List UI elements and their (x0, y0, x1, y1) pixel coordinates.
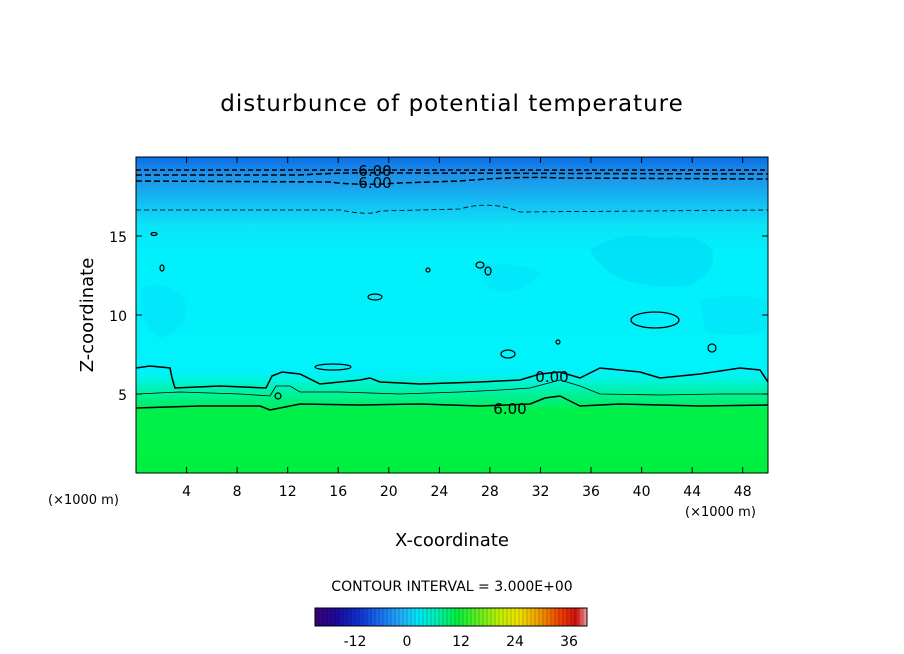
z-tick-label: 10 (109, 309, 127, 325)
x-tick-label: 48 (734, 484, 752, 500)
contour-line-neg (136, 176, 768, 186)
colorbar-tick-label: 0 (403, 634, 412, 650)
contour-label: 6.00 (358, 174, 391, 192)
contour-loop (367, 293, 383, 301)
chart-title: disturbunce of potential temperature (220, 91, 684, 117)
z-tick-label: 5 (118, 388, 127, 404)
field-patch (590, 235, 714, 287)
x-tick-label: 4 (182, 484, 191, 500)
contour-loop (159, 264, 165, 272)
plot-area: 6.00 6.00 0.00 6.00 (136, 157, 768, 473)
z-unit-label: (×1000 m) (48, 493, 119, 508)
colorbar: -12 0 12 24 36 (314, 607, 588, 650)
x-tick-label: 24 (430, 484, 448, 500)
contour-loop (555, 339, 561, 345)
contour-loop (475, 261, 485, 269)
colorbar-tick-label: 24 (506, 634, 524, 650)
x-unit-label: (×1000 m) (685, 505, 756, 520)
contour-loop (484, 266, 492, 276)
x-axis-label: X-coordinate (395, 530, 509, 551)
x-tick-label: 20 (380, 484, 398, 500)
x-tick-label: 40 (633, 484, 651, 500)
contour-interval-label: CONTOUR INTERVAL = 3.000E+00 (331, 579, 572, 595)
contour-line-zero (136, 365, 768, 389)
field-patch (140, 284, 186, 338)
field-patch (700, 296, 766, 335)
contour-loop (500, 349, 516, 359)
colorbar-gradient (314, 607, 588, 627)
x-tick-label: 44 (683, 484, 701, 500)
z-tick-labels: 5 10 15 (109, 230, 127, 404)
z-axis (136, 235, 768, 395)
z-tick-label: 15 (109, 230, 127, 246)
contour-line-neg-thin (136, 204, 768, 214)
contour-labels: 6.00 6.00 0.00 6.00 (358, 162, 568, 418)
x-tick-label: 28 (481, 484, 499, 500)
contour-loop (630, 311, 680, 329)
field-patch (479, 264, 540, 292)
y-axis-label: Z-coordinate (77, 258, 98, 373)
contour-label: 0.00 (535, 368, 568, 386)
x-tick-label: 16 (329, 484, 347, 500)
x-tick-label: 12 (279, 484, 297, 500)
x-tick-label: 32 (532, 484, 550, 500)
x-tick-labels: 4 8 12 16 20 24 28 32 36 40 44 48 (182, 484, 751, 500)
contour-label: 6.00 (493, 400, 526, 418)
colorbar-tick-label: 36 (560, 634, 578, 650)
colorbar-tick-label: -12 (344, 634, 367, 650)
contour-label: 6.00 (358, 162, 391, 180)
x-axis (186, 157, 744, 473)
contour-loop (707, 343, 717, 353)
colorbar-tick-label: 12 (452, 634, 470, 650)
colorbar-ticks (318, 608, 584, 626)
contour-line-thin (136, 379, 768, 397)
x-tick-label: 8 (233, 484, 242, 500)
contour-loop (314, 363, 352, 371)
contour-loop (425, 267, 431, 273)
contour-loop (150, 231, 158, 237)
x-tick-label: 36 (582, 484, 600, 500)
contour-loop (274, 392, 282, 400)
contour-line-pos (136, 395, 768, 411)
